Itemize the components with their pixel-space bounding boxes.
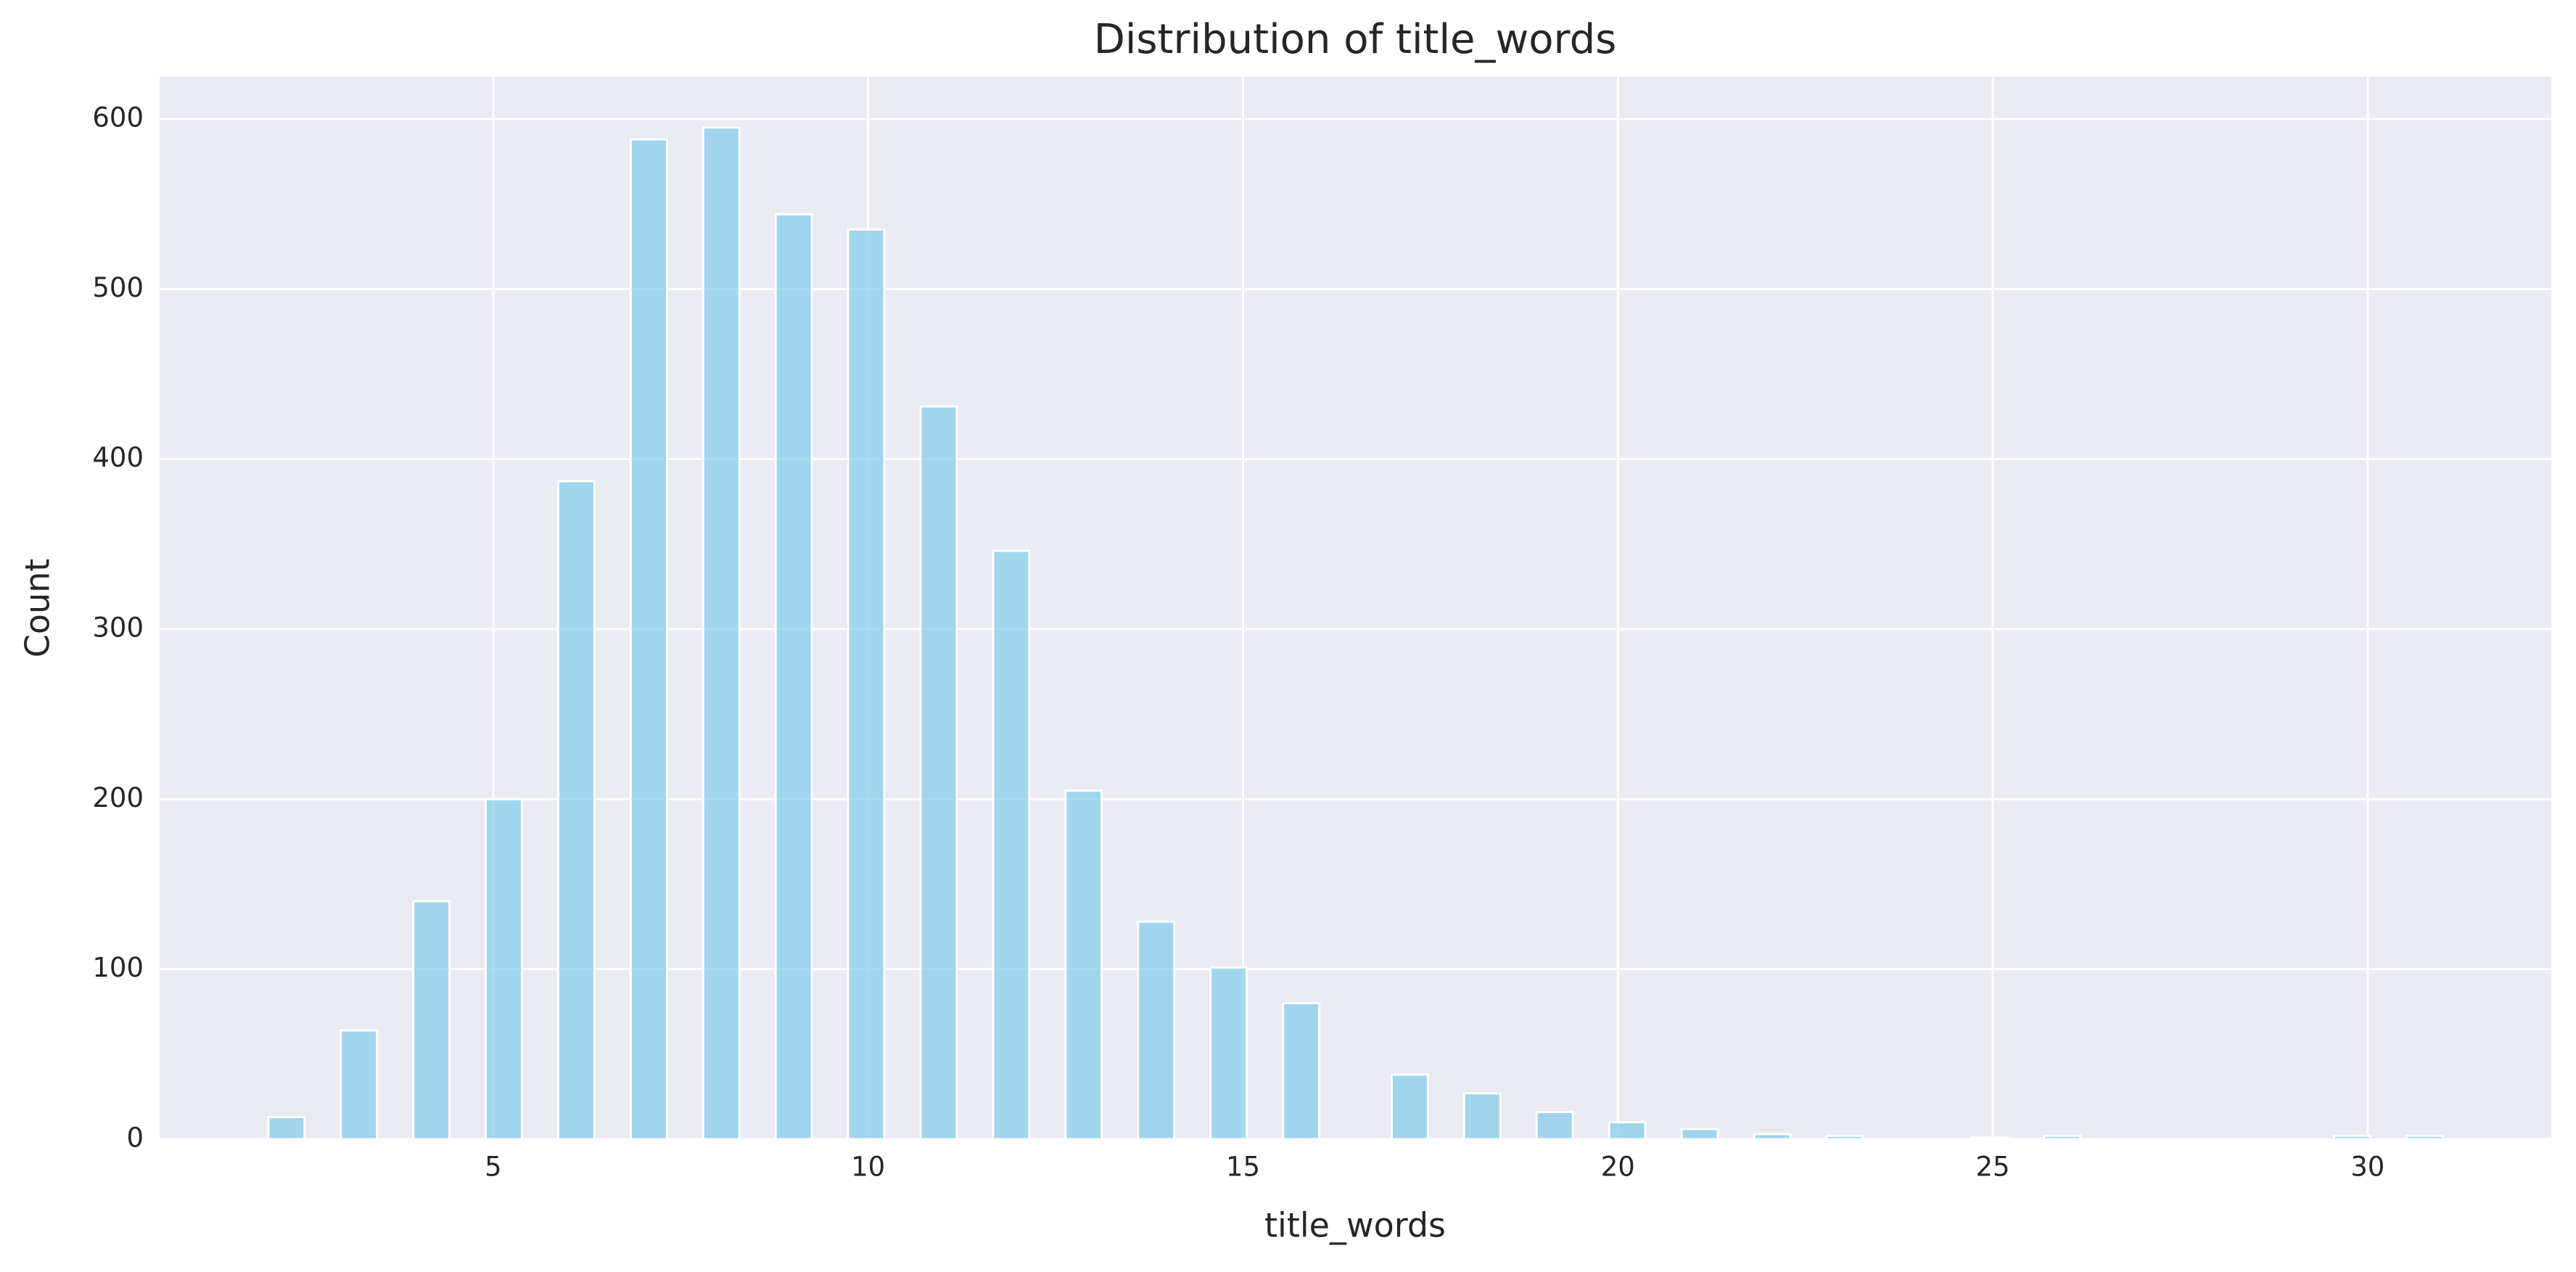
chart-title: Distribution of title_words <box>1094 16 1617 63</box>
x-tick-label: 15 <box>1226 1152 1260 1183</box>
y-axis-label: Count <box>18 559 57 658</box>
bar <box>1064 789 1103 1141</box>
bar <box>919 405 958 1141</box>
y-tick-label: 400 <box>92 442 144 473</box>
x-tick-label: 10 <box>851 1152 885 1183</box>
bar <box>1535 1111 1574 1141</box>
bar <box>2043 1134 2082 1141</box>
bar <box>1680 1128 1719 1141</box>
bar <box>774 213 813 1141</box>
bar <box>340 1029 379 1141</box>
y-tick-label: 300 <box>92 612 144 643</box>
bar <box>2405 1134 2444 1141</box>
y-tick-label: 100 <box>92 952 144 983</box>
x-tick-label: 20 <box>1601 1152 1635 1183</box>
bar <box>557 480 596 1141</box>
bar <box>1282 1002 1321 1141</box>
y-tick-label: 0 <box>126 1123 144 1154</box>
bar <box>412 900 451 1141</box>
x-tick-label: 30 <box>2350 1152 2384 1183</box>
y-tick-label: 600 <box>92 102 144 133</box>
bar <box>1390 1073 1429 1141</box>
bar <box>267 1116 306 1141</box>
bar <box>1608 1121 1647 1141</box>
bar <box>485 797 524 1141</box>
bar <box>1825 1134 1864 1141</box>
bar <box>1753 1133 1792 1141</box>
bar <box>1462 1092 1502 1141</box>
y-tick-label: 200 <box>92 782 144 813</box>
bar <box>992 549 1031 1141</box>
bar <box>1970 1136 2009 1141</box>
y-tick-label: 500 <box>92 272 144 303</box>
bar <box>701 126 741 1141</box>
bar <box>847 228 886 1141</box>
x-tick-label: 25 <box>1975 1152 2009 1183</box>
bar <box>2332 1134 2371 1141</box>
x-tick-label: 5 <box>485 1152 502 1183</box>
x-axis-label: title_words <box>1264 1206 1446 1245</box>
bar <box>1209 966 1248 1141</box>
bar <box>1137 920 1176 1141</box>
bar <box>629 138 668 1141</box>
